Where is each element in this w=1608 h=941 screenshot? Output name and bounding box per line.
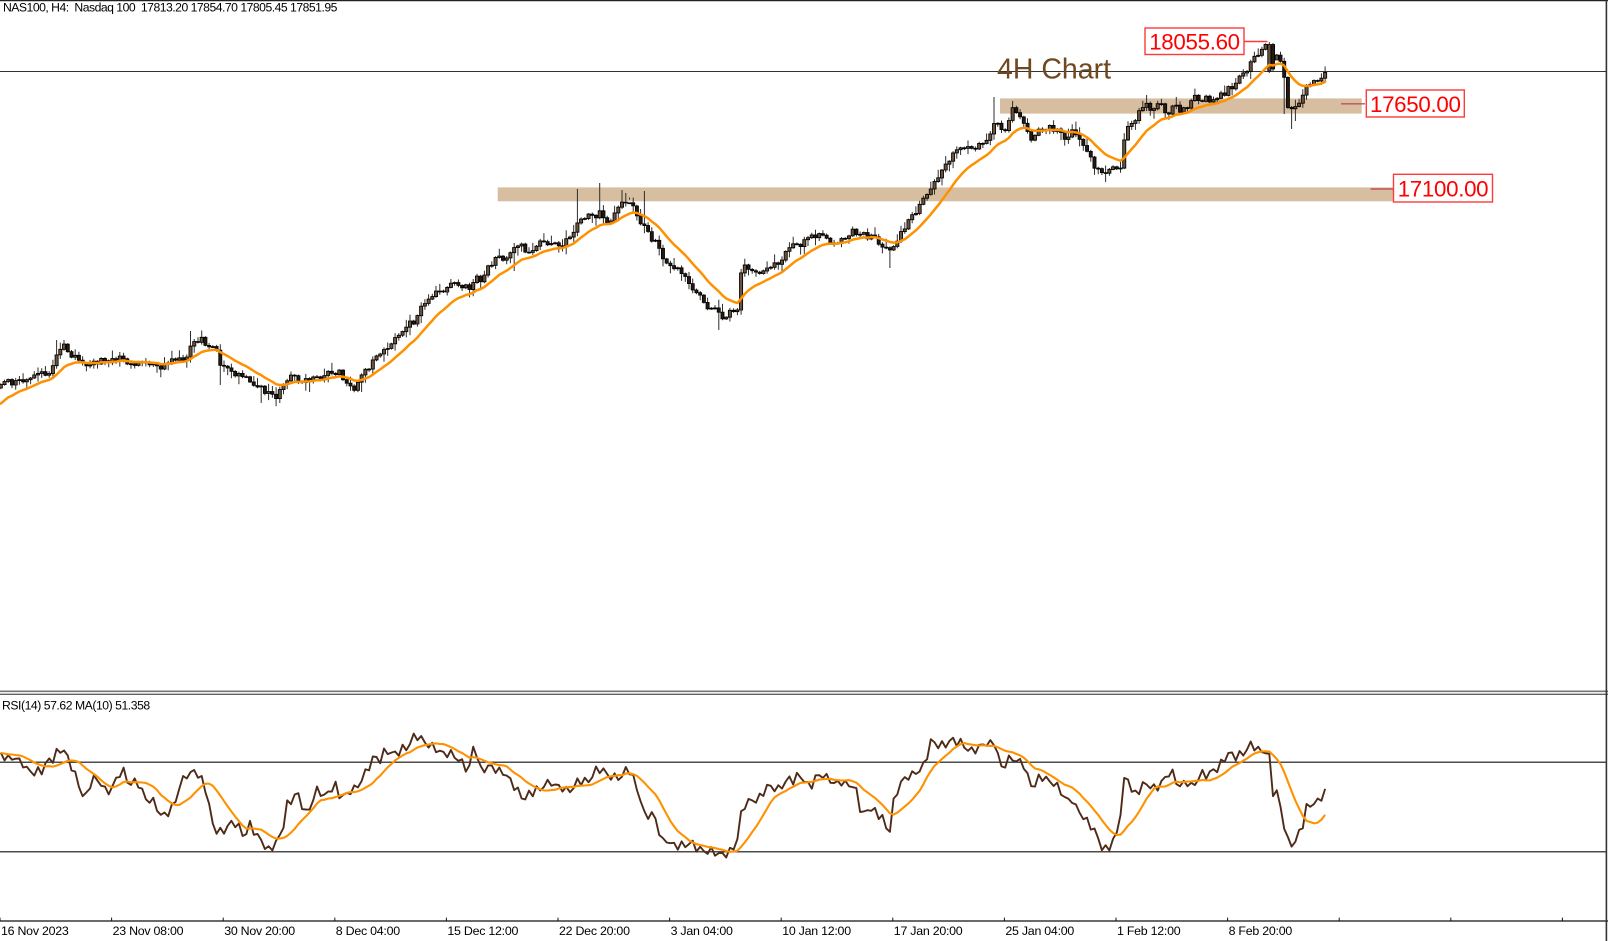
svg-text:3 Jan 04:00: 3 Jan 04:00	[671, 924, 733, 938]
svg-text:23 Nov 08:00: 23 Nov 08:00	[113, 924, 184, 938]
svg-text:1 Feb 12:00: 1 Feb 12:00	[1117, 924, 1181, 938]
svg-text:18055.60: 18055.60	[1149, 30, 1240, 55]
svg-text:8 Dec 04:00: 8 Dec 04:00	[336, 924, 400, 938]
svg-text:RSI(14) 57.62 MA(10) 51.358: RSI(14) 57.62 MA(10) 51.358	[2, 699, 150, 713]
svg-text:17 Jan 20:00: 17 Jan 20:00	[894, 924, 963, 938]
svg-text:17650.00: 17650.00	[1370, 92, 1461, 117]
svg-text:4H Chart: 4H Chart	[997, 54, 1111, 86]
svg-text:10 Jan 12:00: 10 Jan 12:00	[782, 924, 851, 938]
svg-text:17100.00: 17100.00	[1398, 177, 1489, 202]
svg-text:NAS100, H4: Nasdaq 100 17813: NAS100, H4: Nasdaq 100 17813.20 17854.70…	[3, 1, 338, 15]
svg-text:16 Nov 2023: 16 Nov 2023	[1, 924, 69, 938]
svg-text:30 Nov 20:00: 30 Nov 20:00	[224, 924, 295, 938]
svg-text:8 Feb 20:00: 8 Feb 20:00	[1229, 924, 1293, 938]
svg-text:22 Dec 20:00: 22 Dec 20:00	[559, 924, 630, 938]
svg-text:25 Jan 04:00: 25 Jan 04:00	[1005, 924, 1074, 938]
svg-text:15 Dec 12:00: 15 Dec 12:00	[447, 924, 518, 938]
